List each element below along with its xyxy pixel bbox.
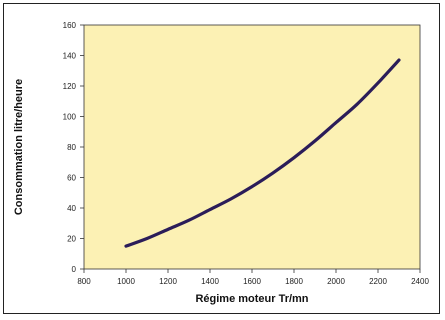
y-tick-label: 100 <box>63 113 77 122</box>
y-tick-label: 60 <box>67 174 76 183</box>
x-tick-label: 1400 <box>201 277 219 286</box>
x-axis-title: Régime moteur Tr/mn <box>195 293 308 305</box>
x-axis-ticks: 800 1000 1200 1400 1600 1800 2000 2200 2400 <box>77 269 429 286</box>
y-tick-label: 160 <box>63 21 77 30</box>
x-tick-label: 2400 <box>411 277 429 286</box>
x-tick-label: 2200 <box>369 277 387 286</box>
y-tick-label: 120 <box>63 82 77 91</box>
x-tick-label: 800 <box>77 277 91 286</box>
plot-area <box>83 24 421 270</box>
x-tick-label: 1600 <box>243 277 261 286</box>
x-tick-label: 2000 <box>327 277 345 286</box>
y-tick-label: 140 <box>63 52 77 61</box>
x-tick-label: 1200 <box>159 277 177 286</box>
y-tick-label: 0 <box>72 265 77 274</box>
y-axis-ticks: 0 20 40 60 80 100 120 140 160 <box>63 21 84 274</box>
x-tick-label: 1800 <box>285 277 303 286</box>
y-tick-label: 20 <box>67 235 76 244</box>
y-tick-label: 80 <box>67 143 76 152</box>
y-axis-title: Consommation litre/heure <box>13 79 25 215</box>
x-tick-label: 1000 <box>117 277 135 286</box>
y-tick-label: 40 <box>67 204 76 213</box>
series-line <box>124 58 401 248</box>
series-layer <box>124 58 401 248</box>
